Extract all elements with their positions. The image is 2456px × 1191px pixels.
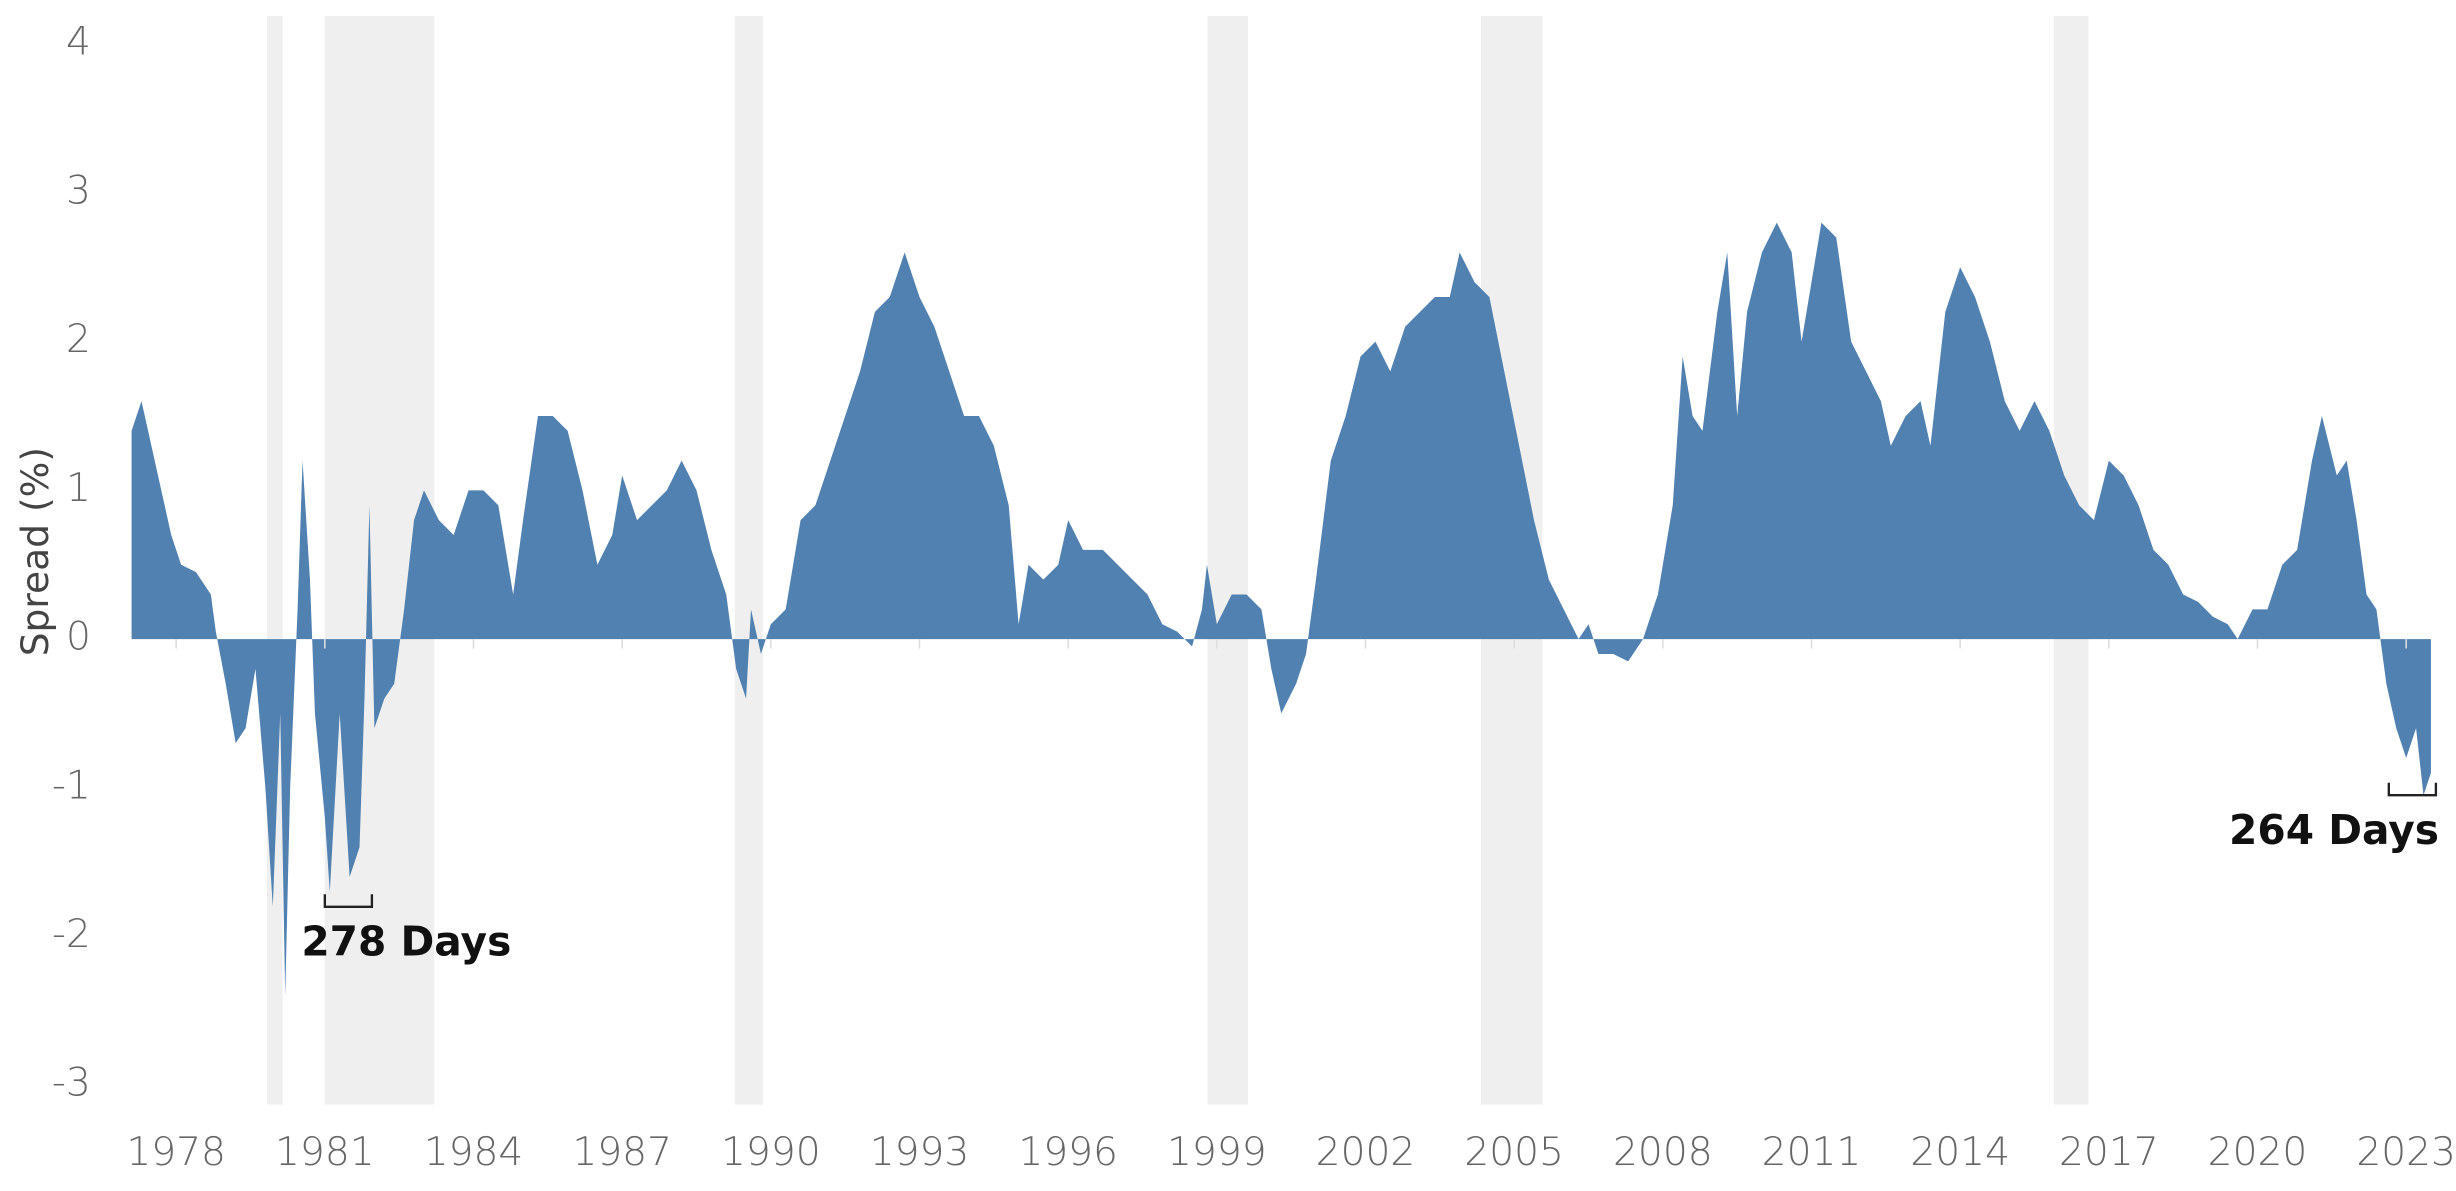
shaded-band bbox=[734, 15, 763, 1105]
plot-area bbox=[131, 222, 2431, 996]
x-tick-label: 2014 bbox=[1910, 1130, 2010, 1175]
annotation-text: 278 Days bbox=[301, 917, 511, 965]
x-tick-label: 2008 bbox=[1613, 1130, 1713, 1175]
x-tick-label: 1987 bbox=[572, 1130, 672, 1175]
annotation-bracket bbox=[2387, 782, 2438, 797]
y-tick-label: -2 bbox=[52, 912, 91, 957]
y-axis-label: Spread (%) bbox=[13, 447, 57, 656]
spread-area bbox=[131, 222, 2431, 996]
x-tick-label: 2020 bbox=[2208, 1130, 2308, 1175]
x-tick-label: 1990 bbox=[721, 1130, 821, 1175]
x-tick-label: 2023 bbox=[2356, 1130, 2456, 1175]
x-tick-label: 1993 bbox=[870, 1130, 970, 1175]
y-tick-label: 3 bbox=[66, 168, 91, 213]
x-tick-label: 2017 bbox=[2059, 1130, 2159, 1175]
shaded-band bbox=[266, 15, 283, 1105]
y-tick-label: 1 bbox=[66, 466, 91, 511]
y-tick-label: -3 bbox=[52, 1061, 91, 1106]
y-tick-label: 0 bbox=[66, 615, 91, 660]
x-tick-label: 1978 bbox=[126, 1130, 226, 1175]
x-tick-label: 1981 bbox=[275, 1130, 375, 1175]
x-tick-label: 1999 bbox=[1167, 1130, 1267, 1175]
x-tick-label: 1984 bbox=[424, 1130, 524, 1175]
annotation-bracket bbox=[323, 894, 374, 908]
y-tick-label: 2 bbox=[66, 317, 91, 362]
annotation-text: 264 Days bbox=[2229, 806, 2439, 854]
shaded-band bbox=[1207, 15, 1249, 1105]
x-tick-label: 2002 bbox=[1316, 1130, 1416, 1175]
x-tick-label: 2011 bbox=[1762, 1130, 1862, 1175]
x-tick-label: 2005 bbox=[1464, 1130, 1564, 1175]
y-tick-label: -1 bbox=[52, 763, 91, 808]
y-tick-label: 4 bbox=[66, 20, 91, 65]
x-tick-label: 1996 bbox=[1018, 1130, 1118, 1175]
